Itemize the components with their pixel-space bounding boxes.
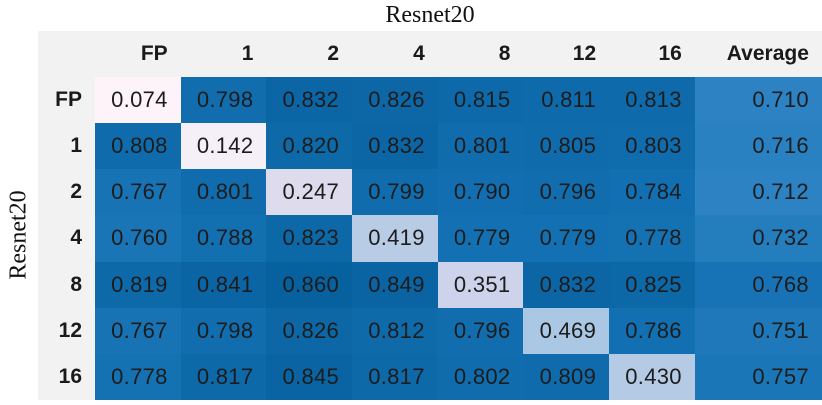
matrix-cell: 0.767 <box>95 307 181 354</box>
matrix-cell: 0.469 <box>523 307 610 354</box>
row-header: FP <box>38 77 95 124</box>
column-header: 4 <box>352 31 438 77</box>
row-header: 4 <box>38 215 95 262</box>
matrix-cell: 0.808 <box>95 123 181 170</box>
matrix-cell: 0.419 <box>352 215 438 262</box>
matrix-cell: 0.788 <box>180 215 267 262</box>
matrix-cell: 0.820 <box>266 123 353 170</box>
row-header: 2 <box>38 169 95 216</box>
matrix-cell: 0.142 <box>180 123 267 170</box>
column-header: 16 <box>609 31 695 77</box>
matrix-cell: 0.779 <box>437 215 524 262</box>
y-axis-label: Resnet20 <box>5 190 32 280</box>
matrix-cell: 0.778 <box>95 353 181 400</box>
corner-cell <box>38 31 95 77</box>
average-cell: 0.768 <box>694 261 822 308</box>
column-header: 8 <box>437 31 524 77</box>
matrix: FP 1 2 4 8 12 16 Average FP 0.074 0.798 0.832 0.826 0… <box>38 31 822 400</box>
matrix-cell: 0.790 <box>437 169 524 216</box>
matrix-cell: 0.247 <box>266 169 353 216</box>
average-cell: 0.751 <box>694 307 822 354</box>
matrix-cell: 0.832 <box>523 261 610 308</box>
average-cell: 0.712 <box>694 169 822 216</box>
average-cell: 0.716 <box>694 123 822 170</box>
average-cell: 0.732 <box>694 215 822 262</box>
matrix-cell: 0.779 <box>523 215 610 262</box>
row-header: 12 <box>38 307 95 354</box>
matrix-cell: 0.832 <box>352 123 438 170</box>
matrix-cell: 0.849 <box>352 261 438 308</box>
chart-title: Resnet20 <box>385 2 475 28</box>
matrix-cell: 0.813 <box>609 77 695 124</box>
matrix-cell: 0.351 <box>437 261 524 308</box>
column-header: 2 <box>266 31 353 77</box>
average-cell: 0.710 <box>694 77 822 124</box>
matrix-cell: 0.801 <box>180 169 267 216</box>
matrix-cell: 0.799 <box>352 169 438 216</box>
matrix-cell: 0.430 <box>609 353 695 400</box>
matrix-cell: 0.826 <box>352 77 438 124</box>
matrix-cell: 0.845 <box>266 353 353 400</box>
matrix-cell: 0.817 <box>352 353 438 400</box>
matrix-cell: 0.796 <box>437 307 524 354</box>
matrix-cell: 0.798 <box>180 307 267 354</box>
matrix-cell: 0.801 <box>437 123 524 170</box>
matrix-cell: 0.767 <box>95 169 181 216</box>
matrix-cell: 0.841 <box>180 261 267 308</box>
matrix-cell: 0.819 <box>95 261 181 308</box>
matrix-cell: 0.786 <box>609 307 695 354</box>
matrix-cell: 0.860 <box>266 261 353 308</box>
column-header: FP <box>95 31 181 77</box>
column-header: 1 <box>180 31 267 77</box>
row-header: 1 <box>38 123 95 170</box>
matrix-cell: 0.815 <box>437 77 524 124</box>
matrix-cell: 0.778 <box>609 215 695 262</box>
matrix-cell: 0.798 <box>180 77 267 124</box>
row-header: 8 <box>38 261 95 308</box>
matrix-cell: 0.803 <box>609 123 695 170</box>
matrix-cell: 0.760 <box>95 215 181 262</box>
matrix-cell: 0.826 <box>266 307 353 354</box>
average-column-header: Average <box>694 31 822 77</box>
matrix-cell: 0.811 <box>523 77 610 124</box>
column-header: 12 <box>523 31 610 77</box>
matrix-cell: 0.817 <box>180 353 267 400</box>
row-header: 16 <box>38 353 95 400</box>
matrix-cell: 0.802 <box>437 353 524 400</box>
matrix-cell: 0.784 <box>609 169 695 216</box>
matrix-cell: 0.074 <box>95 77 181 124</box>
matrix-cell: 0.809 <box>523 353 610 400</box>
matrix-cell: 0.805 <box>523 123 610 170</box>
matrix-cell: 0.832 <box>266 77 353 124</box>
matrix-cell: 0.812 <box>352 307 438 354</box>
matrix-cell: 0.796 <box>523 169 610 216</box>
matrix-cell: 0.823 <box>266 215 353 262</box>
average-cell: 0.757 <box>694 353 822 400</box>
matrix-cell: 0.825 <box>609 261 695 308</box>
